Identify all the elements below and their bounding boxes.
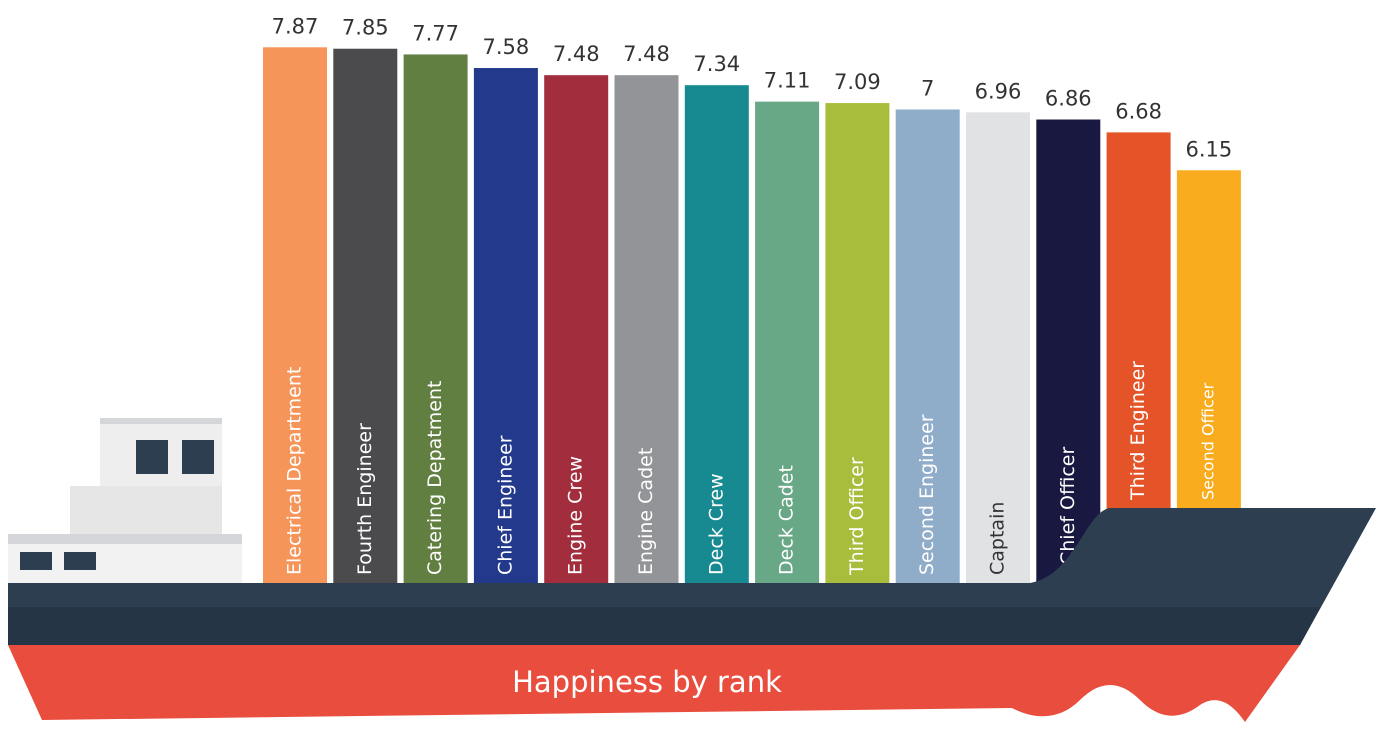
bar	[755, 101, 820, 600]
bar	[1036, 119, 1101, 600]
window	[182, 440, 214, 474]
chart-title: Happiness by rank	[512, 665, 782, 699]
category-label: Captain	[987, 502, 1009, 575]
bar	[263, 47, 327, 601]
value-label: 7.58	[483, 35, 530, 59]
value-label: 6.96	[975, 79, 1022, 103]
value-label: 7.48	[553, 42, 600, 66]
value-label: 6.86	[1045, 87, 1092, 111]
category-label: Catering Depatment	[424, 381, 446, 575]
bar	[473, 68, 538, 600]
value-label: 7.09	[834, 70, 881, 94]
roof	[100, 418, 222, 424]
ship: Happiness by rank	[8, 418, 1376, 722]
category-label: Engine Crew	[565, 456, 587, 575]
bar	[966, 112, 1030, 601]
window	[20, 552, 52, 570]
value-label: 7.34	[693, 52, 740, 76]
category-label: Second Officer	[1198, 382, 1217, 500]
hull-lower	[8, 645, 1300, 722]
bar	[825, 103, 890, 600]
category-label: Third Engineer	[1127, 361, 1149, 501]
value-label: 7.11	[764, 69, 811, 93]
value-label: 7.87	[272, 14, 319, 38]
category-label: Deck Crew	[705, 473, 727, 575]
category-label: Chief Officer	[1057, 447, 1079, 565]
deck-rail	[8, 534, 242, 544]
category-label: Chief Engineer	[494, 435, 516, 575]
bar	[403, 54, 468, 600]
category-label: Deck Cadet	[776, 465, 798, 575]
category-label: Second Engineer	[916, 414, 938, 575]
category-label: Third Officer	[846, 457, 868, 576]
category-label: Fourth Engineer	[354, 423, 376, 575]
category-label: Engine Cadet	[635, 448, 657, 575]
value-label: 6.68	[1115, 99, 1162, 123]
window	[136, 440, 168, 474]
bars: 7.87 Electrical Department 7.85 Fourth Engi…	[263, 14, 1241, 601]
bar	[544, 75, 609, 601]
value-label: 6.15	[1186, 137, 1233, 161]
value-label: 7.48	[623, 42, 670, 66]
window	[64, 552, 96, 570]
bar	[895, 109, 960, 600]
value-label: 7.85	[342, 16, 389, 40]
deckhouse	[70, 486, 222, 534]
bar	[614, 75, 679, 601]
bar	[684, 85, 749, 600]
value-label: 7.77	[412, 21, 459, 45]
hull-band	[8, 607, 1320, 645]
bar	[333, 48, 398, 601]
category-label: Electrical Department	[284, 367, 306, 575]
value-label: 7	[921, 77, 934, 101]
